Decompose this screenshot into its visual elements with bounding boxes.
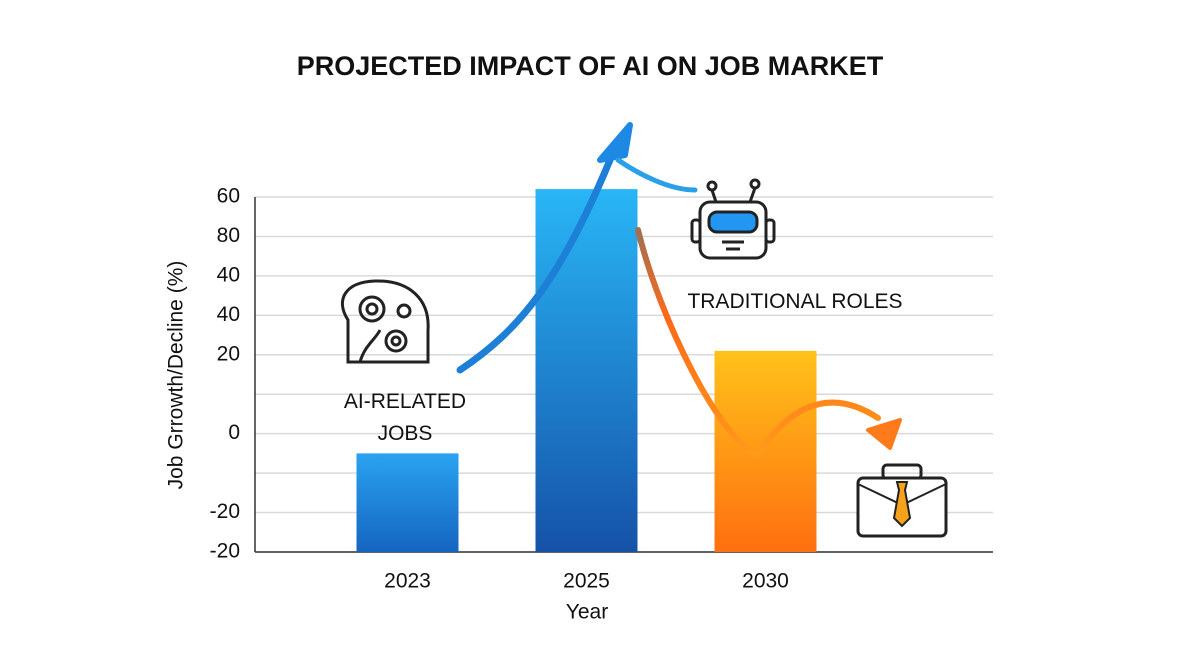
y-tick-label: 80 [217,224,240,247]
x-tick-label: 2025 [563,570,610,593]
y-tick-label: -20 [210,540,240,563]
y-tick-label: 20 [217,342,240,365]
y-tick-label: -20 [210,500,240,523]
bar [356,453,459,552]
decline-arrow [635,227,881,459]
annotation: AI-RELATED JOBS [343,390,467,445]
y-tick-label: 60 [217,185,240,208]
x-tick-label: 2023 [384,570,431,593]
bar [535,189,638,552]
growth-arrow [456,156,614,374]
y-tick-label: 0 [228,421,240,444]
x-tick-label: 2030 [742,570,789,593]
bar [714,350,817,552]
x-axis-label: Year [566,601,608,624]
arrowhead [597,122,633,163]
annotation: TRADITIONAL ROLES [687,290,903,313]
robot-icon [690,178,776,260]
y-tick-label: 40 [217,263,240,286]
arrow-tail [615,157,698,193]
y-tick-label: 40 [217,303,240,326]
ai-head-icon [341,279,430,364]
y-axis-label: Job Grrowth/Decline (%) [165,261,188,490]
arrowhead [866,418,902,450]
chart-title: PROJECTED IMPACT OF AI ON JOB MARKET [297,51,884,81]
briefcase-icon [856,463,948,538]
